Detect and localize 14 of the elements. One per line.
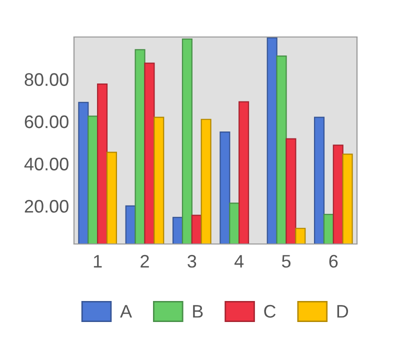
legend-label: C — [264, 304, 276, 318]
x-tick-label: 6 — [329, 254, 338, 268]
y-tick-label: 20.00 — [24, 200, 68, 213]
x-tick-label: 3 — [188, 254, 196, 268]
y-tick-label: 60.00 — [24, 115, 68, 128]
x-tick-label: 5 — [282, 255, 291, 268]
x-tick-label: 4 — [234, 255, 244, 268]
x-tick-label: 2 — [140, 254, 149, 268]
legend-label: A — [120, 305, 132, 318]
legend-label: D — [337, 305, 348, 318]
x-tick-label: 1 — [94, 255, 102, 268]
y-tick-label: 40.00 — [24, 158, 68, 170]
legend-label: B — [193, 305, 203, 318]
y-tick-label: 80.00 — [24, 73, 68, 86]
